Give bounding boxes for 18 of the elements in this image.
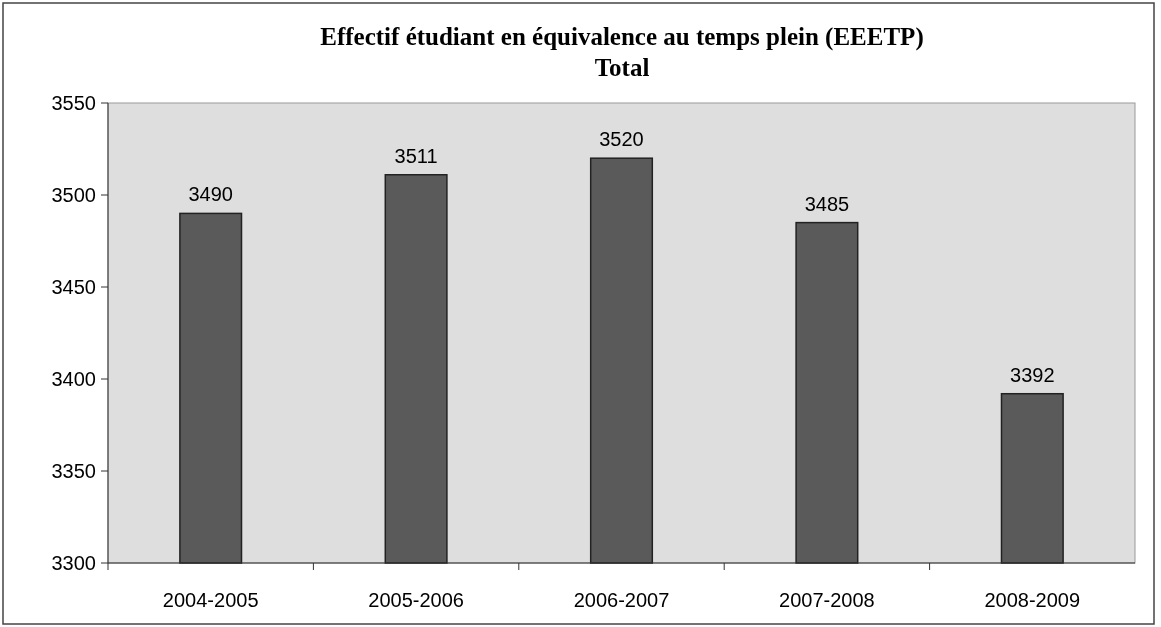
data-label: 3511 bbox=[394, 144, 438, 167]
x-tick-label: 2008-2009 bbox=[984, 589, 1081, 611]
data-label: 3485 bbox=[804, 192, 850, 215]
x-tick-label: 2005-2006 bbox=[368, 589, 464, 611]
data-label: 3490 bbox=[188, 183, 233, 206]
y-tick-label: 3500 bbox=[51, 184, 96, 206]
data-label: 3520 bbox=[599, 128, 644, 151]
x-tick-label: 2004-2005 bbox=[162, 589, 259, 611]
y-tick-label: 3450 bbox=[51, 276, 96, 298]
data-label: 3392 bbox=[1010, 363, 1055, 386]
chart-subtitle: Total bbox=[594, 54, 650, 81]
y-tick-label: 3400 bbox=[51, 368, 96, 390]
x-tick-label: 2007-2008 bbox=[779, 589, 875, 611]
x-tick-label: 2006-2007 bbox=[573, 589, 670, 611]
y-tick-label: 3550 bbox=[51, 92, 96, 114]
chart-title: Effectif étudiant en équivalence au temps plein (EEETP) bbox=[320, 23, 924, 51]
y-tick-label: 3300 bbox=[51, 552, 96, 574]
y-tick-label: 3350 bbox=[51, 460, 96, 482]
